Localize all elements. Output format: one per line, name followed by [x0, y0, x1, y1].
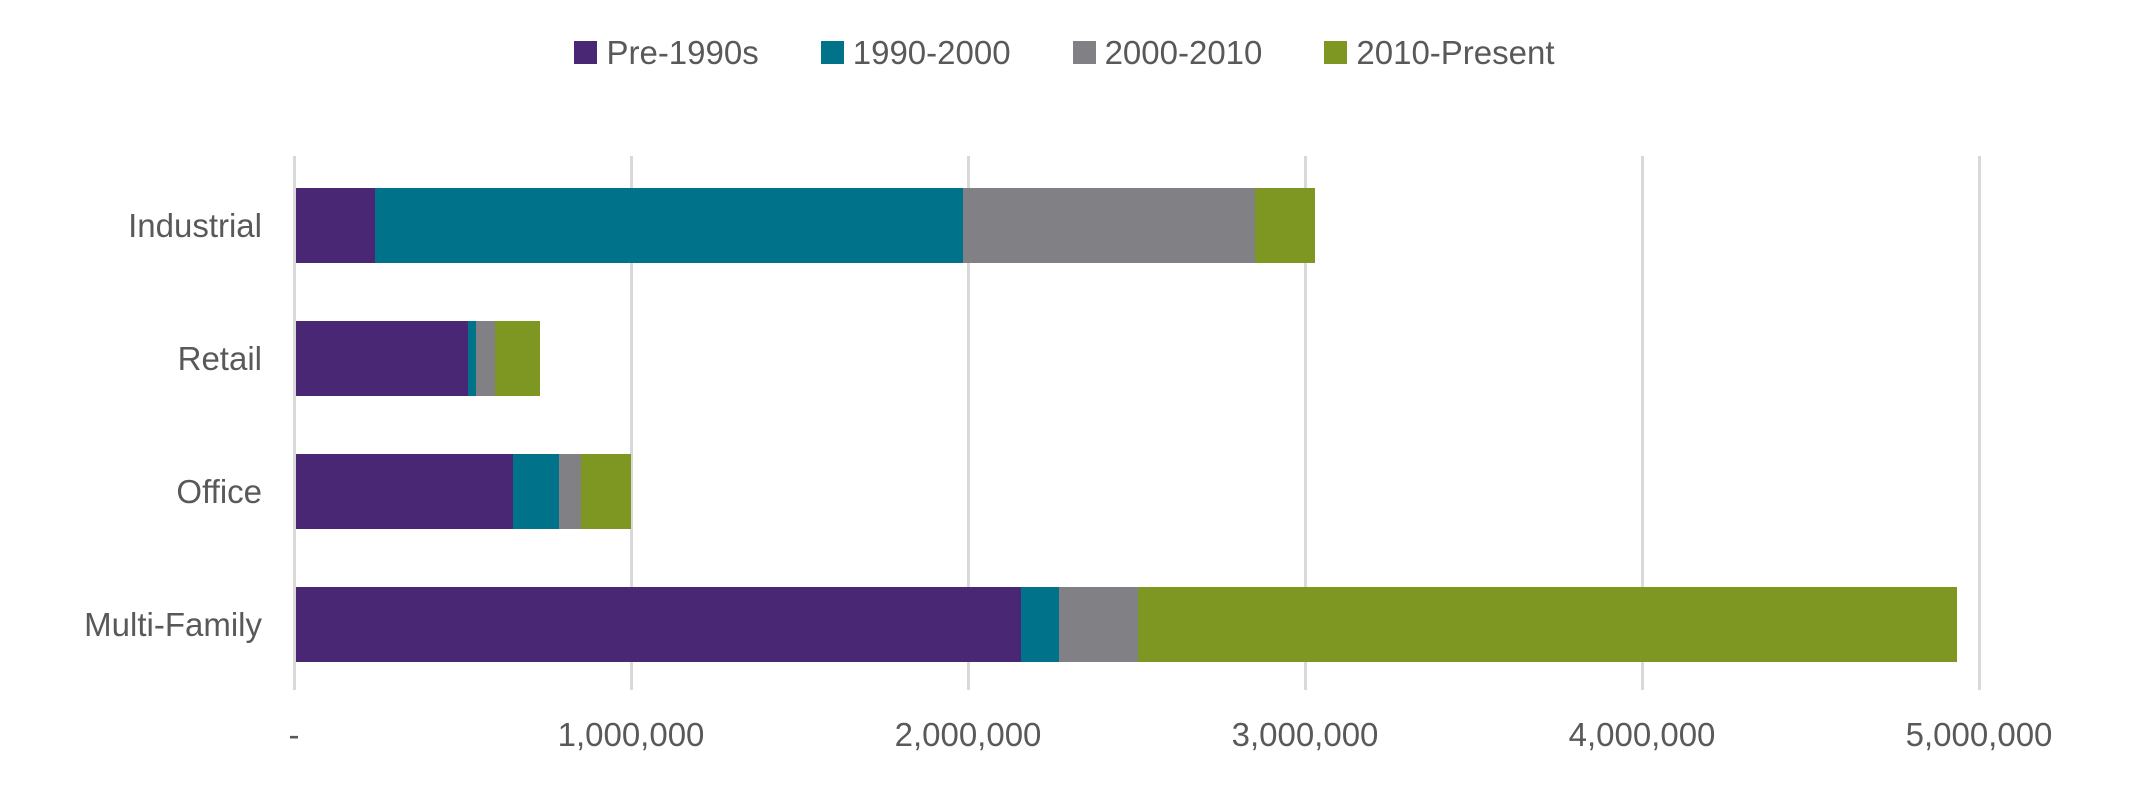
bar-segment-2000-2010 [558, 454, 581, 529]
bar-segment-2010-present [580, 454, 632, 529]
bar-segment-1990-2000 [467, 321, 477, 396]
category-label-multi-family: Multi-Family [84, 606, 262, 643]
legend-swatch-icon [1072, 41, 1096, 64]
x-tick-label-2: 2,000,000 [894, 716, 1042, 753]
legend-label: 2000-2010 [1104, 34, 1263, 71]
bar-row-industrial [296, 188, 1316, 263]
legend-label: 2010-Present [1356, 34, 1555, 71]
legend-swatch-icon [820, 41, 844, 64]
legend-item-2010-present: 2010-Present [1324, 34, 1555, 71]
bar-segment-1990-2000 [513, 454, 559, 529]
bar-segment-2010-present [1138, 587, 1958, 662]
legend-item-2000-2010: 2000-2010 [1072, 34, 1263, 71]
bar-row-retail [296, 321, 541, 396]
gridline-3 [1304, 156, 1307, 690]
bar-segment-pre-1990s [296, 454, 514, 529]
bar-segment-1990-2000 [1020, 587, 1060, 662]
legend-label: 1990-2000 [852, 34, 1011, 71]
bar-row-office [296, 454, 632, 529]
bar-segment-2010-present [494, 321, 541, 396]
legend-item-pre-1990s: Pre-1990s [574, 34, 759, 71]
legend-item-1990-2000: 1990-2000 [820, 34, 1011, 71]
legend-label: Pre-1990s [606, 34, 759, 71]
bar-segment-2000-2010 [476, 321, 495, 396]
bar-row-multi-family [296, 587, 1958, 662]
gridline-4 [1641, 156, 1644, 690]
gridline-1 [630, 156, 633, 690]
gridline-2 [967, 156, 970, 690]
bar-segment-1990-2000 [375, 188, 964, 263]
gridline-0 [293, 156, 296, 690]
x-tick-label-4: 4,000,000 [1568, 716, 1716, 753]
legend-swatch-icon [1324, 41, 1348, 64]
gridline-5 [1978, 156, 1981, 690]
bar-segment-pre-1990s [296, 188, 376, 263]
category-label-office: Office [176, 473, 262, 510]
legend-swatch-icon [574, 41, 598, 64]
category-label-retail: Retail [177, 340, 262, 377]
bar-segment-2000-2010 [963, 188, 1255, 263]
chart-legend: Pre-1990s 1990-2000 2000-2010 2010-Present [0, 36, 2129, 69]
x-tick-label-0: - [288, 716, 300, 753]
bar-segment-2010-present [1254, 188, 1316, 263]
x-tick-label-5: 5,000,000 [1905, 716, 2053, 753]
bar-segment-2000-2010 [1059, 587, 1139, 662]
x-tick-label-1: 1,000,000 [557, 716, 705, 753]
bar-segment-pre-1990s [296, 321, 468, 396]
bar-segment-pre-1990s [296, 587, 1021, 662]
x-tick-label-3: 3,000,000 [1231, 716, 1379, 753]
category-label-industrial: Industrial [128, 207, 262, 244]
